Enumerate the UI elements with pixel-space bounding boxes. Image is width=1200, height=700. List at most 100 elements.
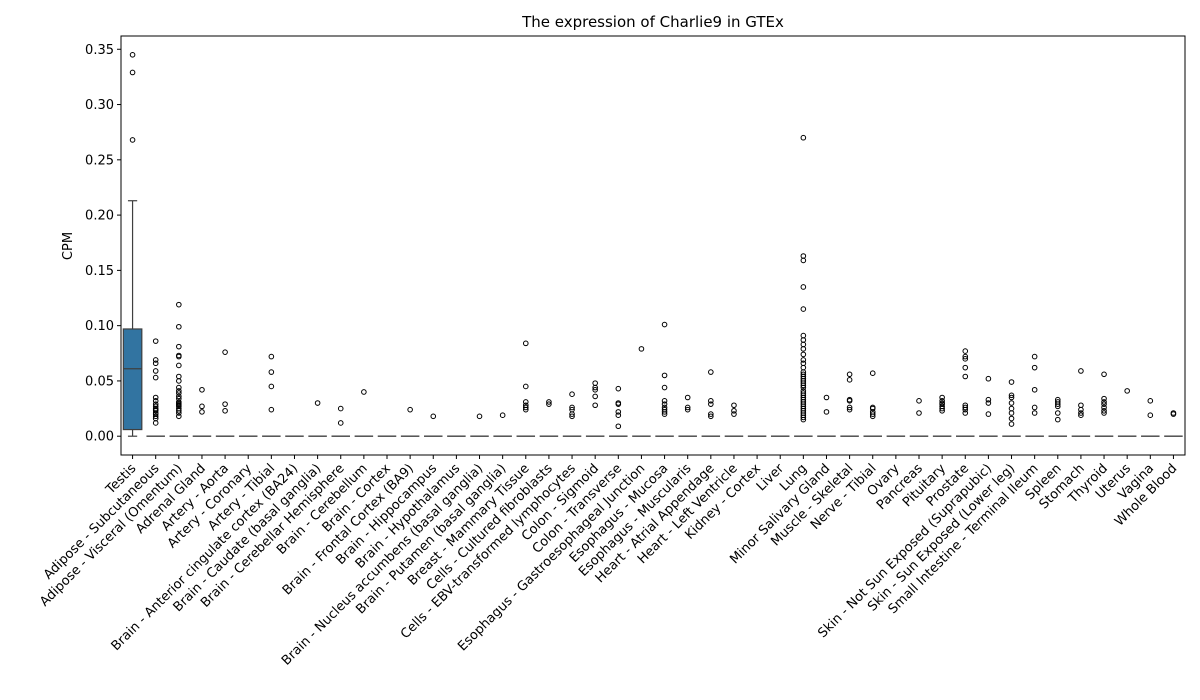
outlier-point xyxy=(152,398,159,404)
outlier-point xyxy=(1078,406,1084,413)
outlier-point xyxy=(800,351,807,358)
outlier-point xyxy=(846,398,853,404)
outlier-point xyxy=(1101,395,1107,402)
outlier-point xyxy=(199,409,205,415)
outlier-point xyxy=(1101,401,1107,407)
outlier-point xyxy=(1054,401,1061,407)
y-axis-label: CPM xyxy=(61,232,76,260)
outlier-point xyxy=(152,338,159,344)
outlier-point xyxy=(1101,407,1107,414)
y-tick-label: 0.30 xyxy=(85,98,114,113)
outlier-point xyxy=(1147,398,1154,404)
outlier-point xyxy=(869,405,876,412)
outlier-point xyxy=(546,401,552,407)
outlier-point xyxy=(129,51,136,58)
y-tick-label: 0.05 xyxy=(85,374,114,389)
outlier-point xyxy=(176,410,182,416)
outlier-point xyxy=(222,349,228,355)
outlier-point xyxy=(176,378,182,384)
outlier-point xyxy=(569,404,575,411)
outlier-point xyxy=(592,393,598,400)
outlier-point xyxy=(800,253,807,259)
outlier-point xyxy=(615,409,622,415)
outlier-point xyxy=(684,394,691,401)
outlier-point xyxy=(916,398,922,404)
outlier-point xyxy=(1031,404,1038,411)
outlier-point xyxy=(176,407,182,414)
outlier-point xyxy=(962,404,969,411)
outlier-point xyxy=(1147,412,1154,419)
outlier-point xyxy=(962,348,969,354)
outlier-point xyxy=(661,321,668,328)
outlier-point xyxy=(615,401,622,407)
outlier-point xyxy=(615,412,622,419)
outlier-point xyxy=(592,402,598,409)
outlier-point xyxy=(152,368,159,374)
outlier-point xyxy=(939,398,945,404)
outlier-point xyxy=(800,306,807,312)
outlier-point xyxy=(314,400,321,406)
outlier-point xyxy=(708,413,714,420)
outlier-point xyxy=(176,413,182,420)
outlier-point xyxy=(1101,399,1107,405)
outlier-point xyxy=(176,343,182,350)
outlier-point xyxy=(1031,386,1038,393)
outlier-point xyxy=(962,356,969,362)
outlier-point xyxy=(1008,394,1015,401)
y-tick-label: 0.10 xyxy=(85,319,114,334)
outlier-point xyxy=(615,385,622,392)
outlier-point xyxy=(176,384,182,391)
outlier-point xyxy=(800,384,807,391)
outlier-point xyxy=(176,390,182,396)
y-tick-label: 0.15 xyxy=(85,264,114,279)
outlier-point xyxy=(499,412,506,419)
outlier-point xyxy=(800,337,807,343)
outlier-point xyxy=(522,404,529,411)
outlier-point xyxy=(522,406,529,413)
outlier-point xyxy=(1078,368,1084,374)
outlier-point xyxy=(985,396,992,403)
outlier-point xyxy=(129,137,136,143)
outlier-point xyxy=(916,410,922,416)
outlier-point xyxy=(708,398,714,404)
y-tick-label: 0.25 xyxy=(85,153,114,168)
outlier-point xyxy=(1078,402,1084,409)
outlier-point xyxy=(962,364,969,371)
outlier-point xyxy=(476,413,483,420)
outlier-point xyxy=(800,416,807,423)
outlier-point xyxy=(731,407,737,414)
outlier-point xyxy=(1031,364,1038,371)
outlier-point xyxy=(985,400,992,406)
outlier-point xyxy=(337,405,344,412)
outlier-point xyxy=(800,341,807,348)
outlier-point xyxy=(661,372,668,379)
outlier-point xyxy=(407,406,413,413)
outlier-point xyxy=(939,394,945,401)
outlier-point xyxy=(823,394,830,401)
y-tick-label: 0.20 xyxy=(85,209,114,224)
outlier-point xyxy=(985,375,992,382)
outlier-point xyxy=(800,257,807,264)
outlier-point xyxy=(268,369,275,375)
outlier-point xyxy=(939,405,945,412)
outlier-point xyxy=(152,394,159,401)
outlier-point xyxy=(1031,410,1038,416)
outlier-point xyxy=(129,69,136,76)
outlier-point xyxy=(337,420,344,426)
outlier-point xyxy=(846,377,853,383)
outlier-point xyxy=(1054,410,1061,416)
outlier-point xyxy=(268,406,275,413)
outlier-point xyxy=(522,340,529,347)
outlier-point xyxy=(869,370,876,376)
outlier-point xyxy=(869,411,876,417)
outlier-point xyxy=(1008,392,1015,399)
outlier-point xyxy=(522,383,529,390)
outlier-point xyxy=(823,409,830,415)
outlier-point xyxy=(1101,404,1107,411)
outlier-point xyxy=(1008,410,1015,416)
outlier-point xyxy=(152,413,159,420)
outlier-point xyxy=(176,373,182,380)
outlier-point xyxy=(152,407,159,414)
outlier-point xyxy=(846,406,853,413)
outlier-point xyxy=(1170,411,1177,417)
